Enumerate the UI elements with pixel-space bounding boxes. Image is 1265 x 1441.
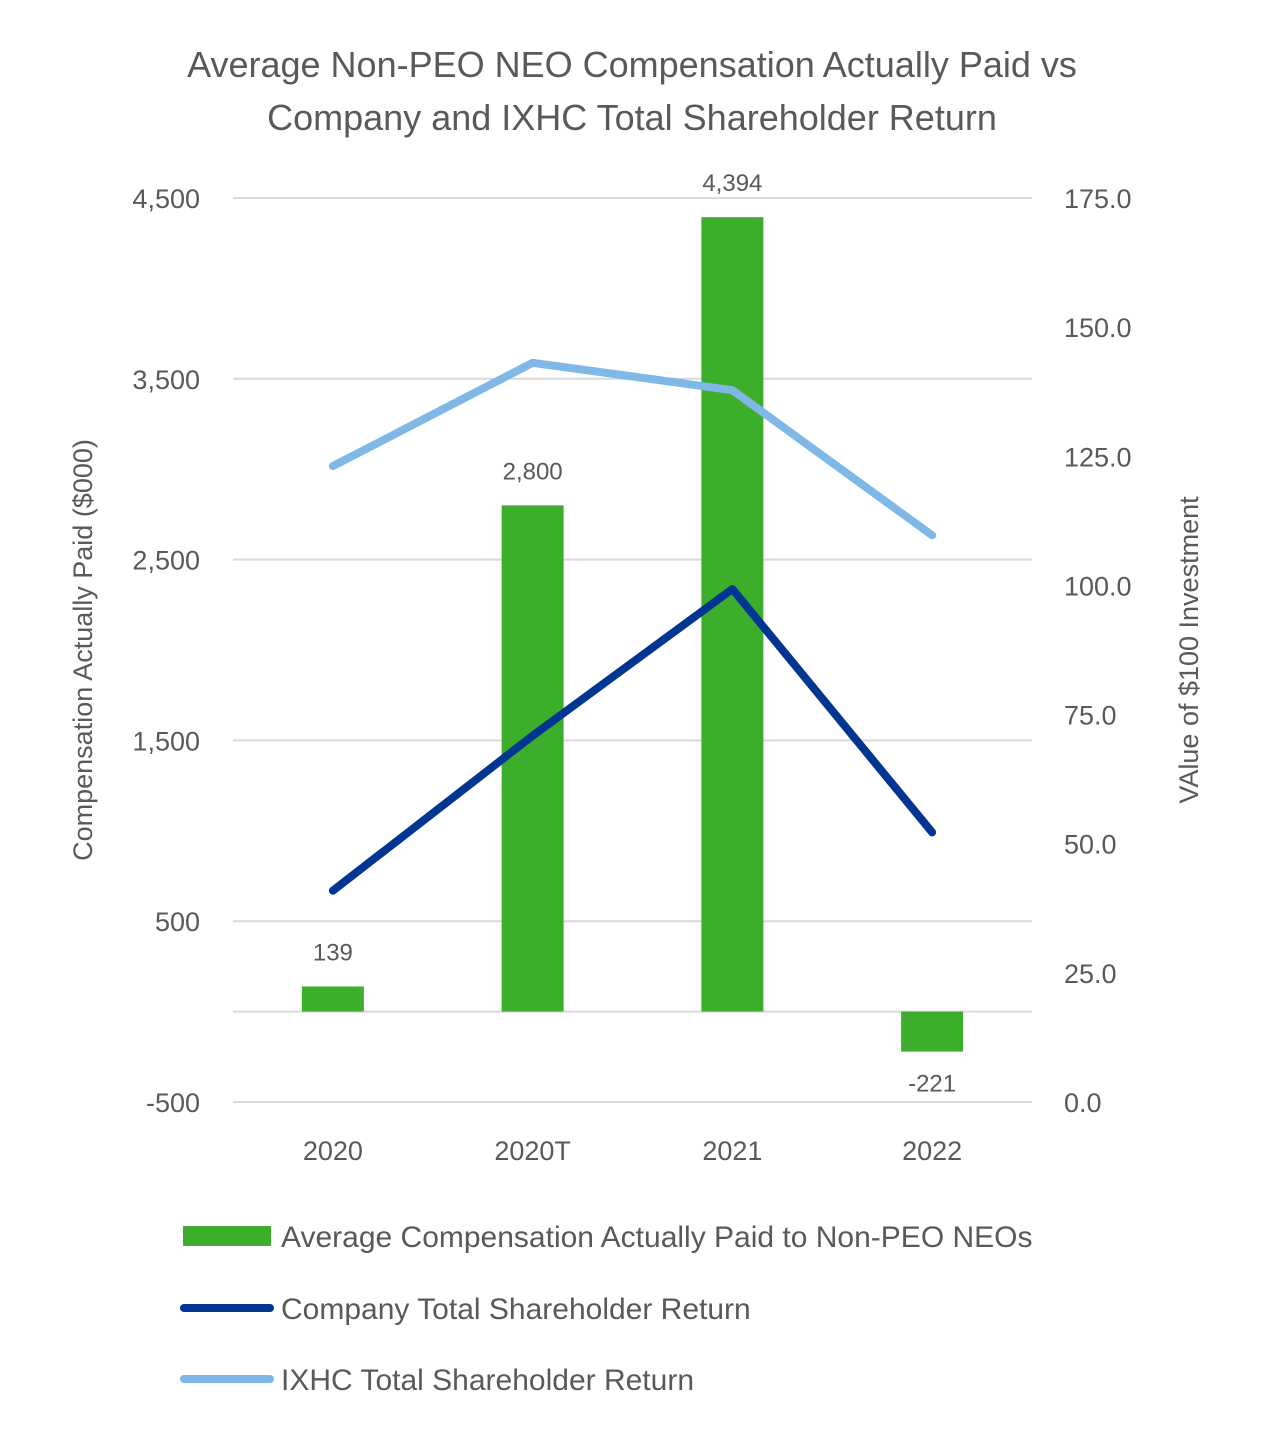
right-tick-label: 50.0 [1064,830,1117,860]
bar-data-label: -221 [908,1071,956,1098]
ixhc-tsr-line [333,363,932,536]
right-tick-label: 125.0 [1064,442,1132,472]
left-axis-label: Compensation Actually Paid ($000) [68,439,98,861]
right-tick-label: 0.0 [1064,1088,1102,1118]
chart-title-line-1: Average Non-PEO NEO Compensation Actuall… [187,44,1077,85]
left-tick-label: -500 [146,1088,200,1118]
right-axis-ticks: 0.0 25.0 50.0 75.0 100.0 125.0 150.0 175.0 [1064,184,1132,1118]
bar-2020T [502,505,564,1011]
x-axis-ticks: 2020 2020T 2021 2022 [303,1136,962,1166]
legend-swatch-bar [183,1226,271,1246]
legend-label: IXHC Total Shareholder Return [281,1364,694,1397]
lines [333,363,932,891]
bar-2020 [302,986,364,1011]
left-tick-label: 1,500 [132,726,200,756]
right-tick-label: 75.0 [1064,701,1117,731]
right-axis-label: VAlue of $100 Investment [1174,496,1204,804]
bar-data-label: 4,394 [702,170,762,197]
legend-label: Company Total Shareholder Return [281,1293,751,1326]
left-tick-label: 2,500 [132,546,200,576]
bars: 139 2,800 4,394 -221 [302,170,963,1097]
x-tick-label: 2020T [494,1136,571,1166]
legend-label: Average Compensation Actually Paid to No… [281,1221,1033,1254]
x-tick-label: 2021 [702,1136,762,1166]
left-tick-label: 4,500 [132,184,200,214]
right-tick-label: 150.0 [1064,313,1132,343]
left-axis-ticks: -500 500 1,500 2,500 3,500 4,500 [132,184,200,1118]
left-tick-label: 500 [155,907,200,937]
x-tick-label: 2022 [902,1136,962,1166]
bar-data-label: 139 [313,939,353,966]
chart-title-line-2: Company and IXHC Total Shareholder Retur… [267,97,997,138]
bar-data-label: 2,800 [503,458,563,485]
x-tick-label: 2020 [303,1136,363,1166]
right-tick-label: 100.0 [1064,571,1132,601]
left-tick-label: 3,500 [132,365,200,395]
right-tick-label: 175.0 [1064,184,1132,214]
right-tick-label: 25.0 [1064,959,1117,989]
legend: Average Compensation Actually Paid to No… [183,1221,1033,1397]
bar-2022 [901,1012,963,1052]
